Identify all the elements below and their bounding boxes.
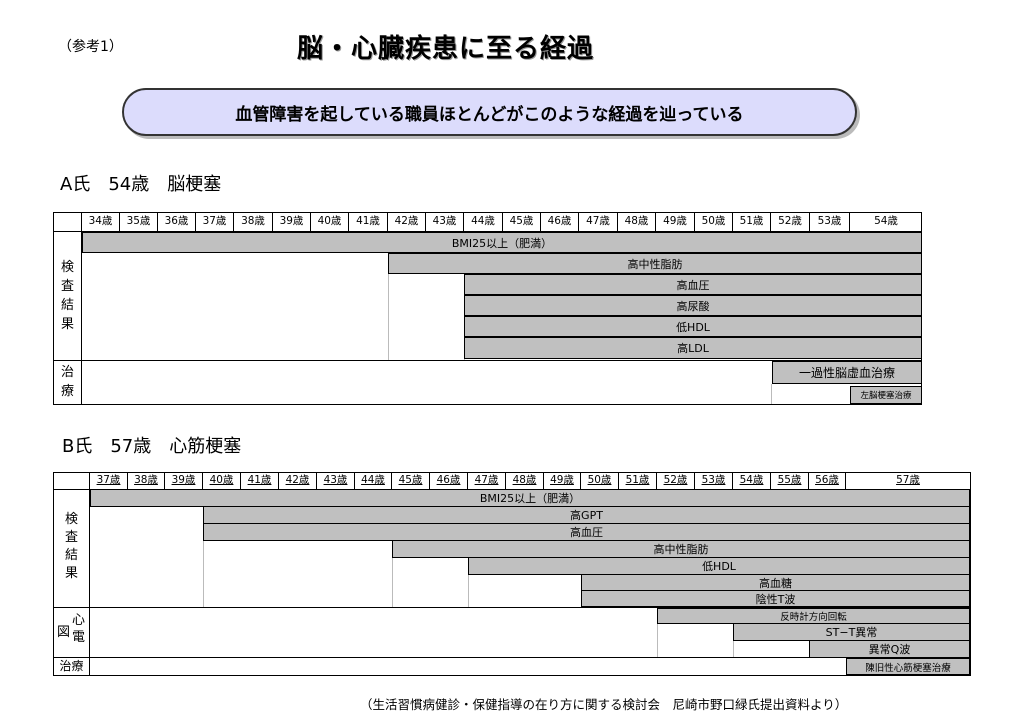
age-cell: 38歳: [234, 213, 273, 231]
age-cell: 43歳: [426, 213, 464, 231]
bar-low-hdl: 低HDL: [468, 557, 970, 575]
case-b-timeline: 37歳 38歳 39歳 40歳 41歳 42歳 43歳 44歳 45歳 46歳 …: [53, 472, 971, 676]
age-cell: 35歳: [120, 213, 158, 231]
age-cell: 48歳: [618, 213, 656, 231]
summary-banner-text: 血管障害を起している職員ほとんどがこのような経過を辿っている: [235, 104, 744, 125]
age-cell: 46歳: [430, 473, 468, 489]
age-cell: 47歳: [468, 473, 506, 489]
age-cell: 52歳: [657, 473, 695, 489]
age-cell: 47歳: [579, 213, 618, 231]
age-cell: 51歳: [733, 213, 771, 231]
bar-st-t-abnormality: ST−T異常: [733, 623, 970, 641]
treatment-group-label: 治療: [59, 659, 84, 673]
bar-high-blood-pressure: 高血圧: [464, 274, 922, 295]
bar-bmi-obesity: BMI25以上（肥満）: [90, 489, 970, 507]
age-cell: 54歳: [733, 473, 771, 489]
age-cell: 44歳: [355, 473, 392, 489]
case-a-age-header: 34歳 35歳 36歳 37歳 38歳 39歳 40歳 41歳 42歳 43歳 …: [54, 213, 921, 232]
bar-low-hdl: 低HDL: [464, 316, 922, 337]
age-cell: 37歳: [90, 473, 128, 489]
bar-counterclockwise-rotation: 反時計方向回転: [657, 608, 970, 624]
age-cell: 48歳: [506, 473, 544, 489]
bar-high-blood-sugar: 高血糖: [581, 574, 970, 591]
age-cell: 53歳: [695, 473, 733, 489]
age-cell: 53歳: [810, 213, 850, 231]
age-cell: 57歳: [896, 474, 920, 486]
age-cell: 34歳: [82, 213, 120, 231]
age-cell: 40歳: [203, 473, 241, 489]
age-cell: 36歳: [158, 213, 196, 231]
age-cell: 38歳: [128, 473, 165, 489]
case-a-title: A氏 54歳 脳梗塞: [60, 174, 222, 195]
age-cell: 55歳: [771, 473, 809, 489]
age-cell: 45歳: [503, 213, 541, 231]
treatment-group-label: 治療: [60, 365, 74, 399]
age-cell: 45歳: [392, 473, 430, 489]
age-cell: 44歳: [464, 213, 503, 231]
bar-high-triglyceride: 高中性脂肪: [392, 540, 970, 558]
summary-banner: 血管障害を起している職員ほとんどがこのような経過を辿っている: [122, 88, 857, 136]
case-b-age-header: 37歳 38歳 39歳 40歳 41歳 42歳 43歳 44歳 45歳 46歳 …: [54, 473, 970, 490]
reference-label: （参考1）: [58, 39, 123, 55]
age-cell: 51歳: [619, 473, 657, 489]
bar-negative-t-wave: 陰性T波: [581, 590, 970, 607]
age-cell: 52歳: [771, 213, 810, 231]
bar-high-uric-acid: 高尿酸: [464, 295, 922, 316]
page-title: 脳・心臓疾患に至る経過: [297, 34, 595, 64]
age-cell: 54歳: [874, 215, 898, 227]
bar-old-myocardial-infarction-treatment: 陳旧性心筋梗塞治療: [846, 658, 970, 675]
bar-tia-treatment: 一過性脳虚血治療: [772, 361, 922, 384]
exam-results-group-label: 検査結果: [64, 512, 78, 581]
case-a-timeline: 34歳 35歳 36歳 37歳 38歳 39歳 40歳 41歳 42歳 43歳 …: [53, 212, 922, 405]
bar-high-blood-pressure: 高血圧: [203, 523, 970, 541]
age-cell: 43歳: [317, 473, 355, 489]
bar-high-ldl: 高LDL: [464, 337, 922, 359]
age-cell: 41歳: [349, 213, 388, 231]
bar-abnormal-q-wave: 異常Q波: [809, 640, 970, 658]
source-note: （生活習慣病健診・保健指導の在り方に関する検討会 尼崎市野口緑氏提出資料より）: [360, 697, 848, 712]
age-cell: 42歳: [388, 213, 426, 231]
age-cell: 49歳: [544, 473, 581, 489]
bar-high-gpt: 高GPT: [203, 506, 970, 524]
age-cell: 40歳: [311, 213, 349, 231]
exam-results-group-label: 検査結果: [60, 260, 74, 332]
age-cell: 42歳: [279, 473, 317, 489]
age-cell: 56歳: [809, 473, 846, 489]
age-cell: 50歳: [581, 473, 619, 489]
ecg-group-label: 図 心電: [57, 613, 86, 645]
age-cell: 39歳: [165, 473, 203, 489]
bar-left-cerebral-infarction-treatment: 左脳梗塞治療: [850, 386, 922, 404]
bar-bmi-obesity: BMI25以上（肥満）: [82, 232, 922, 253]
case-b-title: B氏 57歳 心筋梗塞: [62, 436, 242, 457]
bar-high-triglyceride: 高中性脂肪: [388, 253, 922, 274]
age-cell: 49歳: [656, 213, 695, 231]
age-cell: 39歳: [273, 213, 311, 231]
age-cell: 50歳: [695, 213, 733, 231]
age-cell: 37歳: [196, 213, 234, 231]
age-cell: 46歳: [541, 213, 579, 231]
age-cell: 41歳: [241, 473, 279, 489]
